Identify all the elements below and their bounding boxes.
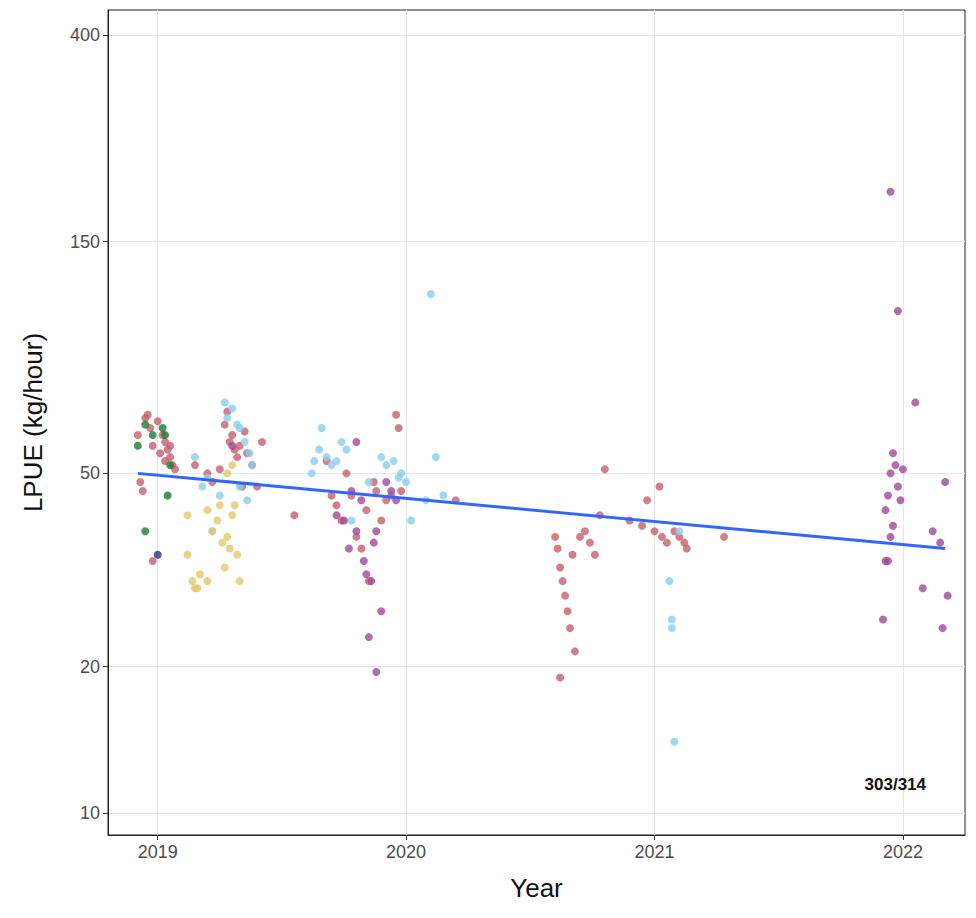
svg-text:2020: 2020: [386, 842, 426, 862]
svg-text:303/314: 303/314: [865, 775, 927, 794]
svg-text:Year: Year: [510, 873, 563, 903]
svg-text:50: 50: [80, 463, 100, 483]
svg-text:2019: 2019: [138, 842, 178, 862]
svg-text:10: 10: [80, 803, 100, 823]
svg-text:LPUE (kg/hour): LPUE (kg/hour): [18, 333, 48, 512]
svg-text:20: 20: [80, 657, 100, 677]
svg-text:2022: 2022: [883, 842, 923, 862]
svg-text:400: 400: [70, 25, 100, 45]
svg-text:2021: 2021: [634, 842, 674, 862]
svg-text:150: 150: [70, 232, 100, 252]
